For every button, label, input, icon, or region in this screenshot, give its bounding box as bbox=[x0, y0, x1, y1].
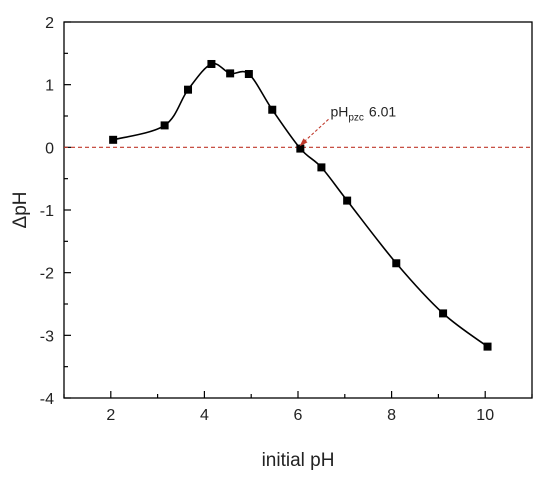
annotation-arrowhead bbox=[299, 138, 308, 147]
data-points bbox=[109, 59, 492, 351]
annotation-label: pHpzc 6.01 bbox=[330, 103, 396, 123]
curve-layer bbox=[112, 62, 489, 348]
y-tick-label: -1 bbox=[40, 203, 54, 220]
data-point bbox=[109, 135, 118, 144]
data-point bbox=[483, 342, 492, 351]
data-point bbox=[226, 69, 235, 78]
axes: 2 4 6 8 10 -4 -3 -2 -1 0 1 2 bbox=[40, 15, 533, 424]
annotation-subscript: pzc bbox=[348, 112, 364, 123]
y-tick-label: 2 bbox=[45, 15, 54, 32]
x-tick-label: 2 bbox=[106, 407, 115, 424]
y-axis-label: ΔpH bbox=[10, 192, 31, 229]
y-tick-label: -3 bbox=[40, 328, 54, 345]
y-tick-label: -4 bbox=[40, 391, 54, 408]
data-point bbox=[268, 105, 277, 114]
data-point bbox=[317, 163, 326, 172]
x-tick-label: 4 bbox=[200, 407, 209, 424]
data-point bbox=[296, 144, 305, 153]
series-curve bbox=[112, 62, 489, 348]
data-point bbox=[343, 196, 352, 205]
y-tick-label: -2 bbox=[40, 266, 54, 283]
data-point bbox=[439, 309, 448, 318]
x-tick-label: 6 bbox=[294, 407, 303, 424]
x-tick-label: 10 bbox=[476, 407, 494, 424]
annotation-leader bbox=[303, 118, 329, 143]
x-axis-label: initial pH bbox=[262, 450, 335, 471]
data-point bbox=[184, 85, 193, 94]
y-tick-label: 1 bbox=[45, 78, 54, 95]
data-point bbox=[244, 70, 253, 79]
data-point bbox=[392, 259, 401, 268]
annotation: pHpzc 6.01 bbox=[299, 103, 396, 147]
plot-frame bbox=[63, 21, 533, 399]
y-tick-label: 0 bbox=[45, 140, 54, 157]
data-point bbox=[160, 121, 169, 130]
x-tick-label: 8 bbox=[387, 407, 396, 424]
annotation-main: pH bbox=[330, 103, 348, 119]
data-point bbox=[207, 59, 216, 68]
annotation-value: 6.01 bbox=[369, 103, 396, 119]
